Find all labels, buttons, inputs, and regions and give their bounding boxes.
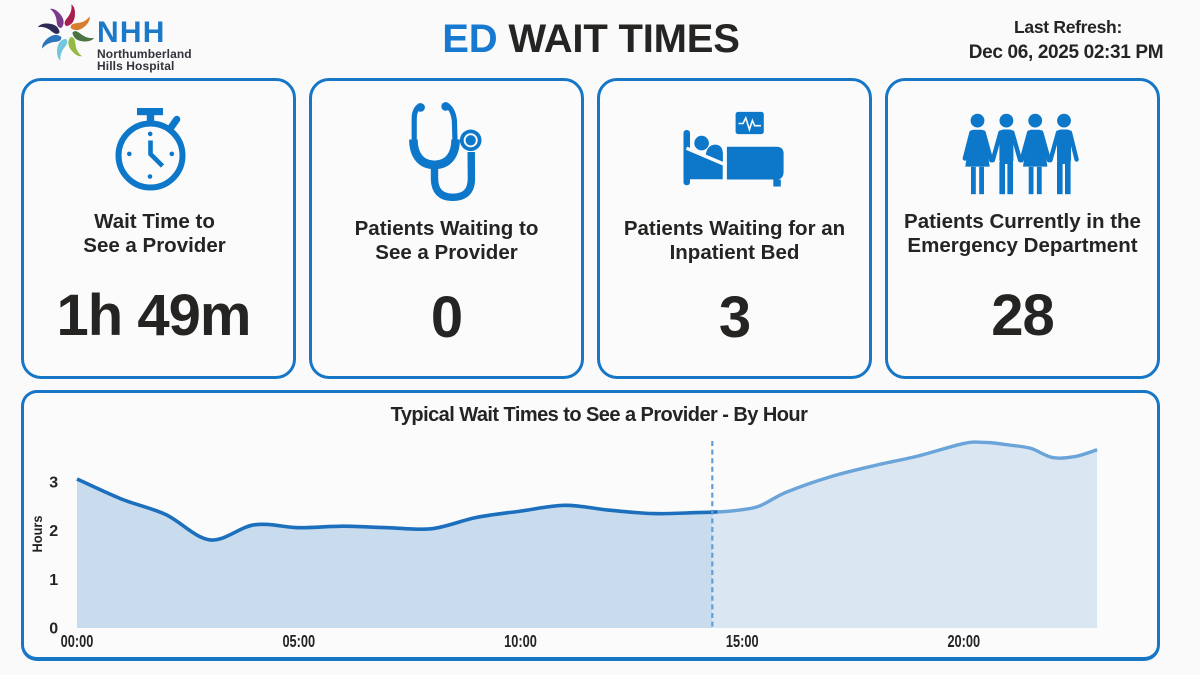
svg-text:1: 1 bbox=[49, 572, 58, 589]
svg-text:20:00: 20:00 bbox=[947, 632, 980, 651]
svg-text:00:00: 00:00 bbox=[61, 632, 94, 651]
svg-text:3: 3 bbox=[49, 475, 58, 492]
svg-text:05:00: 05:00 bbox=[282, 632, 315, 651]
svg-text:15:00: 15:00 bbox=[726, 632, 759, 651]
svg-text:10:00: 10:00 bbox=[504, 632, 537, 651]
svg-text:Hours: Hours bbox=[30, 515, 45, 552]
svg-text:0: 0 bbox=[49, 621, 58, 638]
svg-text:2: 2 bbox=[49, 523, 58, 540]
